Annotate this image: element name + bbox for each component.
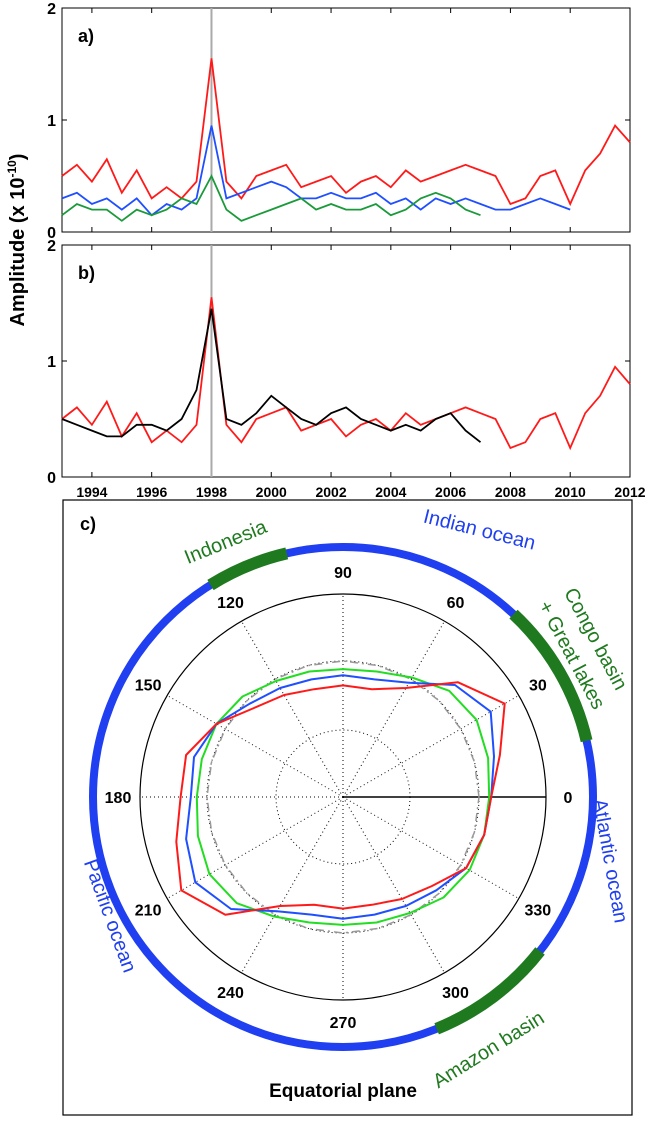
angle-label: 300 (442, 985, 469, 1002)
panel-label: b) (78, 263, 95, 283)
y-label-exponent: -10 (5, 160, 19, 178)
y-tick-label: 1 (47, 113, 56, 130)
angle-label: 30 (529, 678, 547, 695)
angle-label: 90 (334, 565, 352, 582)
panel-label: a) (78, 26, 94, 46)
x-tick-label: 1998 (196, 484, 227, 500)
region-arc (434, 947, 545, 1035)
panel-title: Equatorial plane (269, 1081, 417, 1102)
series-line (61, 173, 481, 222)
y-axis-label: Amplitude (x 10-10) (5, 154, 29, 327)
polar-curve (195, 668, 491, 926)
x-tick-label: 2006 (435, 484, 466, 500)
x-tick-label: 2010 (555, 484, 586, 500)
y-label-end: ) (7, 154, 29, 161)
polar-curve (175, 681, 506, 916)
angle-label: 330 (525, 903, 552, 920)
panel-frame (62, 499, 633, 1116)
y-tick-label: 0 (47, 225, 56, 242)
x-tick-label: 2012 (614, 484, 645, 500)
series-line (61, 308, 482, 443)
x-tick-label: 1996 (136, 484, 167, 500)
x-tick-label: 2004 (375, 484, 406, 500)
angle-label: 180 (105, 790, 132, 807)
series-line (61, 297, 631, 451)
ring (89, 543, 597, 1051)
angle-label: 210 (135, 903, 162, 920)
plot-area (61, 244, 631, 478)
polar-curve (185, 674, 495, 920)
region-arc (509, 609, 593, 743)
x-tick-label: 1994 (76, 484, 107, 500)
y-tick-label: 2 (47, 1, 56, 18)
region-arc (207, 547, 289, 591)
series-line (61, 125, 571, 217)
x-tick-label: 2008 (495, 484, 526, 500)
angle-label: 150 (135, 678, 162, 695)
angle-label: 240 (217, 985, 244, 1002)
angle-label: 270 (330, 1015, 357, 1032)
x-tick-label: 2000 (256, 484, 287, 500)
y-label-text: Amplitude (x 10 (7, 178, 29, 327)
y-tick-label: 0 (47, 470, 56, 487)
y-tick-label: 2 (47, 238, 56, 255)
angle-label: 0 (564, 790, 573, 807)
series-line (61, 58, 631, 207)
polar-curve (206, 660, 480, 934)
x-tick-label: 2002 (315, 484, 346, 500)
panel-label: c) (80, 514, 96, 534)
angle-label: 120 (217, 595, 244, 612)
y-tick-label: 1 (47, 354, 56, 371)
angle-label: 60 (447, 595, 465, 612)
